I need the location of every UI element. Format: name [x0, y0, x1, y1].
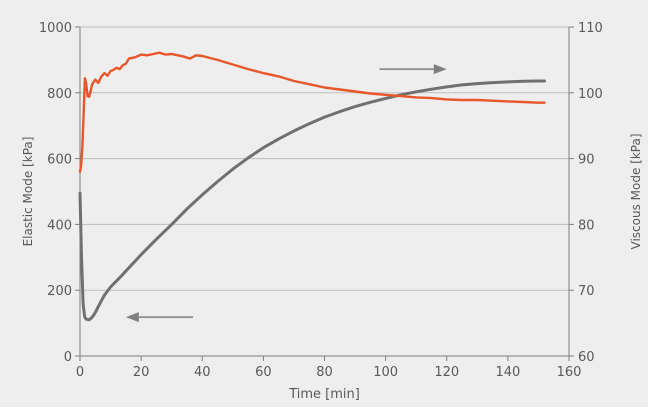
x-tick-label: 40	[194, 365, 211, 380]
y-left-tick-label: 0	[64, 350, 72, 365]
y-right-tick-label: 60	[578, 350, 595, 365]
y-right-tick-label: 70	[578, 284, 595, 299]
y-left-tick-label: 800	[47, 87, 72, 102]
x-tick-label: 100	[373, 365, 398, 380]
series-lines	[78, 51, 546, 322]
y-left-tick-label: 200	[47, 284, 72, 299]
x-tick-label: 0	[76, 365, 84, 380]
y-right-tick-labels: 60 70 80 90 100 110	[569, 21, 603, 365]
y-right-tick-label: 110	[578, 21, 603, 36]
x-tick-label: 160	[557, 365, 582, 380]
arrow-left-icon	[125, 312, 139, 323]
y-axis-left-label: Elastic Mode [kPa]	[21, 137, 35, 247]
y-right-tick-label: 80	[578, 218, 595, 233]
x-tick-labels: 0 20 40 60 80 100 120 140 160	[76, 356, 582, 380]
x-tick-label: 140	[495, 365, 520, 380]
x-tick-label: 120	[434, 365, 459, 380]
annotation-arrows	[125, 64, 447, 323]
y-right-tick-label: 100	[578, 87, 603, 102]
y-right-tick-label: 90	[578, 153, 595, 168]
x-tick-label: 20	[133, 365, 150, 380]
arrow-right-icon	[433, 64, 447, 75]
y-axis-right-label: Viscous Mode [kPa]	[629, 133, 643, 249]
y-left-tick-label: 600	[47, 153, 72, 168]
gridlines	[80, 26, 569, 291]
y-left-tick-label: 400	[47, 218, 72, 233]
x-tick-label: 60	[255, 365, 272, 380]
y-left-tick-labels: 0 200 400 600 800 1000	[39, 21, 80, 365]
x-axis-label: Time [min]	[288, 387, 360, 402]
series-line-viscous	[78, 51, 546, 174]
x-tick-label: 80	[316, 365, 333, 380]
series-line-elastic	[78, 79, 546, 322]
y-left-tick-label: 1000	[39, 21, 72, 36]
